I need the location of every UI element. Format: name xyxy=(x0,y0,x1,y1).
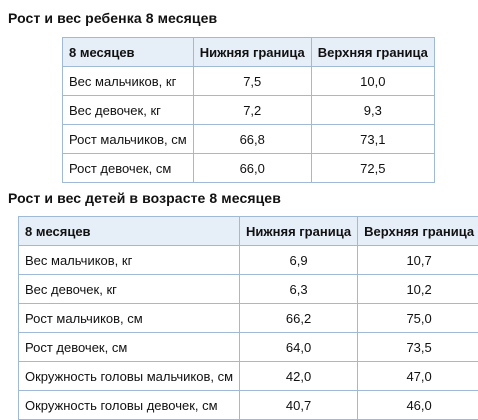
growth-table-baby: 8 месяцев Нижняя граница Верхняя граница… xyxy=(62,37,435,183)
lower-bound-cell: 7,2 xyxy=(193,96,311,125)
row-label: Рост девочек, см xyxy=(19,333,240,362)
table-row: Рост девочек, см 66,0 72,5 xyxy=(63,154,435,183)
table-row: Рост девочек, см 64,0 73,5 xyxy=(19,333,478,362)
upper-bound-cell: 46,0 xyxy=(358,391,478,420)
column-header-upper-bound: Верхняя граница xyxy=(358,217,478,246)
lower-bound-cell: 42,0 xyxy=(240,362,358,391)
upper-bound-cell: 72,5 xyxy=(311,154,434,183)
table-row: Вес девочек, кг 6,3 10,2 xyxy=(19,275,478,304)
upper-bound-cell: 9,3 xyxy=(311,96,434,125)
column-header-lower-bound: Нижняя граница xyxy=(240,217,358,246)
lower-bound-cell: 6,3 xyxy=(240,275,358,304)
section-title-baby-8-months: Рост и вес ребенка 8 месяцев xyxy=(8,10,217,26)
row-label: Вес мальчиков, кг xyxy=(19,246,240,275)
column-header-upper-bound: Верхняя граница xyxy=(311,38,434,67)
column-header-age: 8 месяцев xyxy=(63,38,194,67)
table-row: Вес девочек, кг 7,2 9,3 xyxy=(63,96,435,125)
table-header-row: 8 месяцев Нижняя граница Верхняя граница xyxy=(19,217,478,246)
section-title-children-8-months: Рост и вес детей в возрасте 8 месяцев xyxy=(8,190,281,206)
column-header-lower-bound: Нижняя граница xyxy=(193,38,311,67)
row-label: Вес девочек, кг xyxy=(63,96,194,125)
upper-bound-cell: 10,7 xyxy=(358,246,478,275)
row-label: Рост мальчиков, см xyxy=(19,304,240,333)
table-row: Окружность головы девочек, см 40,7 46,0 xyxy=(19,391,478,420)
row-label: Рост мальчиков, см xyxy=(63,125,194,154)
upper-bound-cell: 47,0 xyxy=(358,362,478,391)
table-row: Окружность головы мальчиков, см 42,0 47,… xyxy=(19,362,478,391)
lower-bound-cell: 64,0 xyxy=(240,333,358,362)
row-label: Рост девочек, см xyxy=(63,154,194,183)
lower-bound-cell: 66,0 xyxy=(193,154,311,183)
lower-bound-cell: 7,5 xyxy=(193,67,311,96)
table-header-row: 8 месяцев Нижняя граница Верхняя граница xyxy=(63,38,435,67)
row-label: Окружность головы девочек, см xyxy=(19,391,240,420)
upper-bound-cell: 10,0 xyxy=(311,67,434,96)
lower-bound-cell: 66,2 xyxy=(240,304,358,333)
table-row: Рост мальчиков, см 66,2 75,0 xyxy=(19,304,478,333)
row-label: Окружность головы мальчиков, см xyxy=(19,362,240,391)
lower-bound-cell: 66,8 xyxy=(193,125,311,154)
upper-bound-cell: 73,5 xyxy=(358,333,478,362)
table-row: Вес мальчиков, кг 7,5 10,0 xyxy=(63,67,435,96)
upper-bound-cell: 73,1 xyxy=(311,125,434,154)
upper-bound-cell: 75,0 xyxy=(358,304,478,333)
table-row: Вес мальчиков, кг 6,9 10,7 xyxy=(19,246,478,275)
upper-bound-cell: 10,2 xyxy=(358,275,478,304)
lower-bound-cell: 6,9 xyxy=(240,246,358,275)
row-label: Вес девочек, кг xyxy=(19,275,240,304)
column-header-age: 8 месяцев xyxy=(19,217,240,246)
growth-table-children: 8 месяцев Нижняя граница Верхняя граница… xyxy=(18,216,478,420)
lower-bound-cell: 40,7 xyxy=(240,391,358,420)
table-row: Рост мальчиков, см 66,8 73,1 xyxy=(63,125,435,154)
row-label: Вес мальчиков, кг xyxy=(63,67,194,96)
